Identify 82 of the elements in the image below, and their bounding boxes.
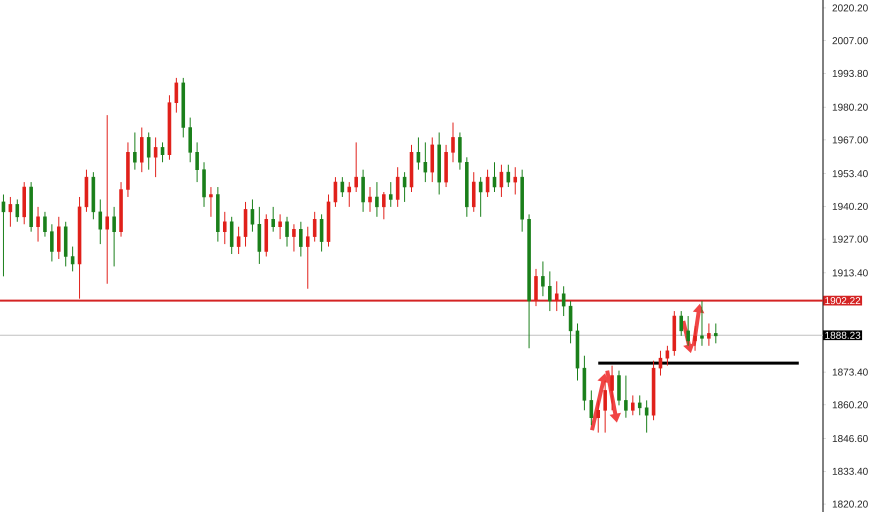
- candlestick: [368, 186, 372, 212]
- candlestick: [174, 77, 178, 114]
- candlestick: [306, 226, 310, 290]
- candlestick: [160, 142, 164, 163]
- candlestick: [98, 198, 102, 245]
- candlestick: [666, 345, 670, 366]
- candlestick: [707, 322, 711, 346]
- candlestick: [500, 164, 504, 198]
- candlestick: [644, 400, 648, 434]
- y-tick-label: 1980.20: [832, 104, 868, 111]
- candlestick: [541, 260, 545, 297]
- candlestick: [492, 162, 496, 192]
- candlestick: [590, 390, 594, 426]
- candlestick: [451, 122, 455, 163]
- candlestick: [209, 186, 213, 218]
- candlestick: [396, 166, 400, 208]
- candlestick: [700, 300, 704, 346]
- candlestick: [610, 365, 614, 411]
- candlestick: [36, 206, 40, 242]
- y-tick-label: 1873.40: [832, 368, 868, 376]
- candlestick: [340, 176, 344, 198]
- candlestick: [278, 214, 282, 240]
- candlestick: [513, 166, 518, 195]
- candlestick: [50, 224, 54, 262]
- candlestick: [292, 224, 296, 252]
- candlestick: [686, 316, 690, 346]
- candlestick: [133, 132, 137, 170]
- y-tick-label: 1846.60: [832, 435, 868, 442]
- candlestick: [416, 136, 420, 170]
- candlestick: [562, 286, 566, 317]
- candlestick: [105, 114, 109, 284]
- candlestick: [334, 176, 338, 208]
- candlestick: [693, 325, 697, 352]
- candlestick: [388, 182, 393, 208]
- candlestick: [375, 182, 379, 218]
- candlestick: [354, 142, 358, 192]
- candlestick: [195, 142, 199, 183]
- candlestick: [638, 394, 642, 416]
- candlestick: [236, 226, 240, 255]
- candlestick: [271, 206, 275, 232]
- candlestick: [16, 198, 20, 222]
- candlestick: [402, 172, 406, 202]
- y-tick-label: 1860.20: [832, 401, 868, 408]
- candlestick: [154, 136, 158, 178]
- y-tick-label: 1833.40: [832, 468, 868, 475]
- ref-line-label: 1902.22: [825, 297, 860, 304]
- candlestick: [548, 270, 552, 312]
- candlestick: [146, 132, 150, 170]
- candlestick: [112, 206, 116, 267]
- candlestick: [478, 176, 482, 218]
- y-tick-label: 1820.20: [832, 500, 868, 508]
- y-tick-label: 2007.00: [832, 37, 868, 44]
- y-tick-label: 1913.40: [832, 269, 868, 276]
- candlestick: [285, 216, 289, 248]
- candlestick: [506, 164, 510, 188]
- candlestick: [250, 198, 254, 232]
- candlestick: [43, 211, 47, 238]
- y-tick-label: 1953.40: [832, 170, 868, 178]
- candlestick: [312, 211, 316, 242]
- candlestick: [424, 142, 428, 183]
- candlestick: [679, 310, 684, 336]
- candlestick: [714, 322, 718, 344]
- y-tick-label: 2020.20: [832, 4, 868, 12]
- candlestick: [299, 221, 303, 257]
- candlestick: [596, 400, 600, 434]
- candlestick: [658, 350, 662, 376]
- candlestick: [486, 169, 490, 198]
- candlestick: [320, 214, 324, 252]
- candlestick: [603, 380, 607, 434]
- candlestick: [8, 196, 12, 228]
- candlestick: [382, 192, 386, 220]
- candlestick: [631, 394, 635, 416]
- y-tick-label: 1993.80: [832, 70, 868, 77]
- candlestick: [624, 375, 628, 418]
- y-tick-label: 1967.00: [832, 136, 868, 144]
- candlestick: [2, 194, 6, 277]
- ref-line-label: 1888.23: [825, 332, 860, 339]
- candlestick: [70, 246, 74, 272]
- candlestick: [222, 211, 227, 245]
- y-tick-label: 1927.00: [832, 236, 868, 243]
- candlestick: [347, 182, 352, 208]
- y-tick-label: 1940.20: [832, 202, 868, 210]
